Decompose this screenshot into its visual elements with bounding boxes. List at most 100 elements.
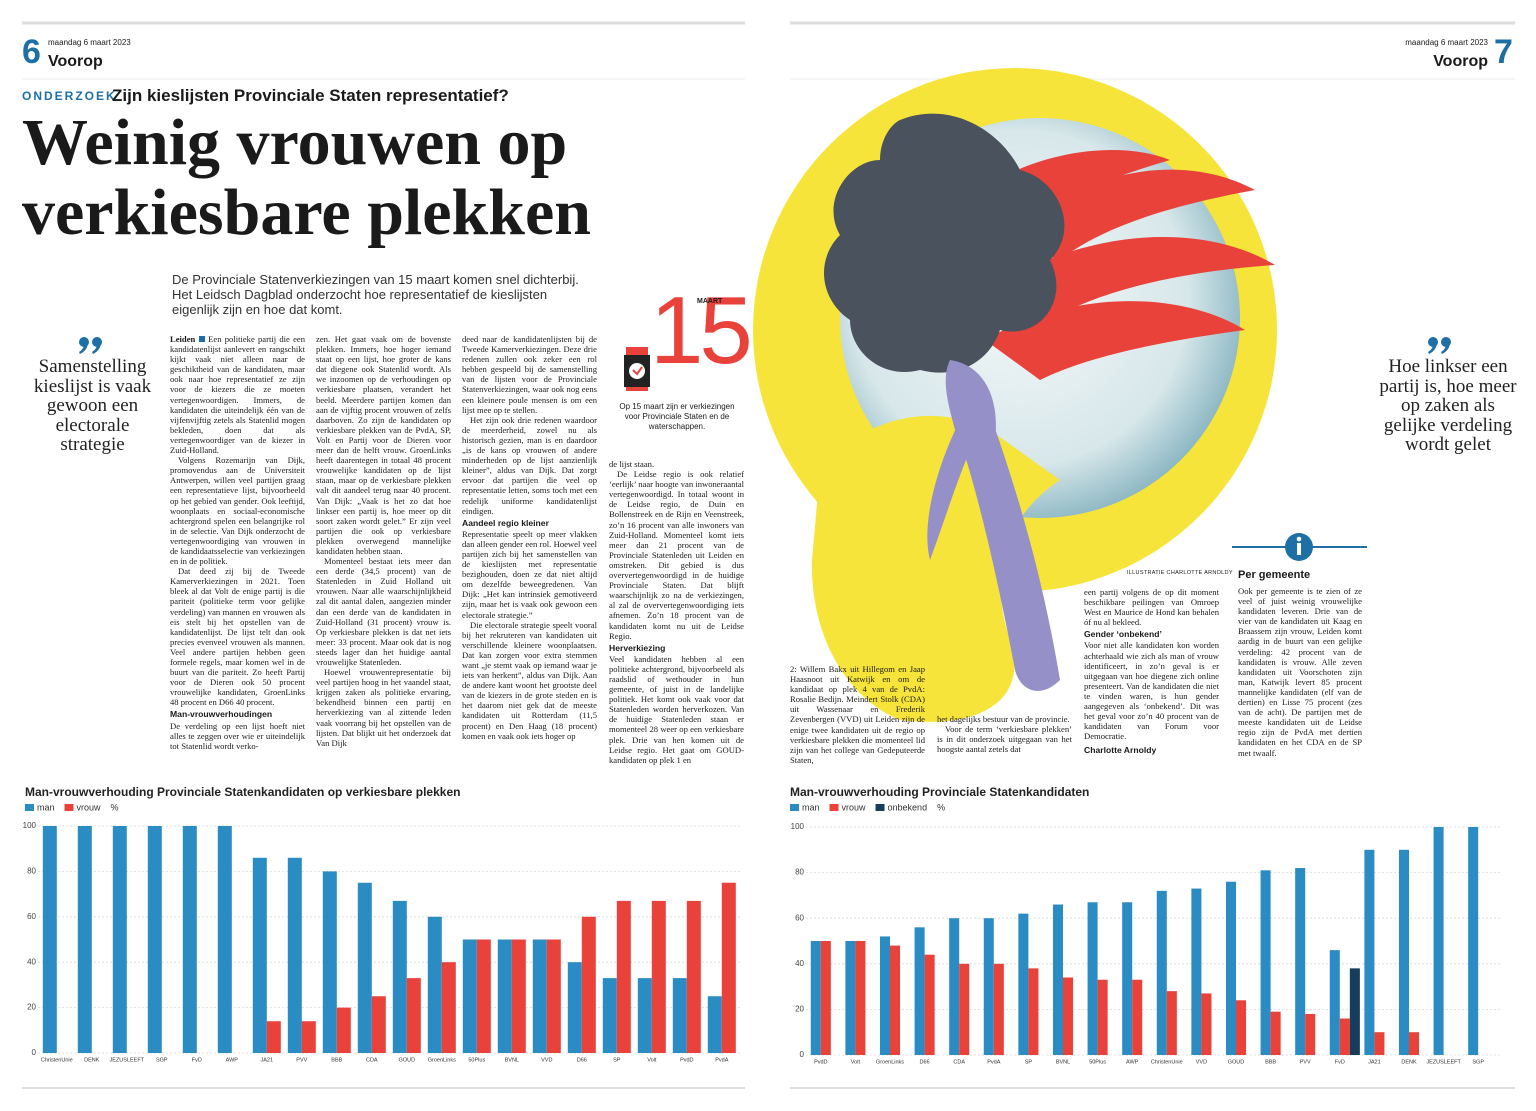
x-tick-label: ChristenUnie — [41, 1057, 73, 1063]
bar — [406, 978, 421, 1053]
paragraph: 2: Willem Bakx uit Hillegom en Jaap Haas… — [790, 664, 925, 765]
pull-quote: Samenstelling kieslijst is vaak gewoon e… — [33, 356, 152, 455]
bar — [820, 941, 831, 1055]
x-tick-label: AWP — [1126, 1059, 1139, 1065]
bar — [266, 1021, 281, 1053]
chart-title: Man-vrouwverhouding Provinciale Statenka… — [25, 785, 460, 799]
text-column: Leiden Een politieke partij die een kand… — [170, 334, 305, 751]
subheading: Man-vrouwverhoudingen — [170, 709, 273, 720]
legend-swatch — [829, 804, 839, 811]
bar — [427, 916, 442, 1053]
paragraph: Dat deed zij bij de Tweede Kamerverkiezi… — [170, 566, 305, 708]
x-tick-label: FvD — [1335, 1059, 1345, 1065]
x-tick-label: BVNL — [505, 1057, 519, 1063]
bar — [147, 826, 162, 1053]
x-tick-label: SP — [1025, 1059, 1033, 1065]
bar — [357, 882, 372, 1053]
y-tick-label: 80 — [795, 868, 804, 877]
bar — [1225, 881, 1237, 1055]
text-column: deed naar de kandidatenlijsten bij de Tw… — [462, 334, 597, 741]
bar — [511, 939, 526, 1053]
info-heading: Per gemeente — [1238, 569, 1311, 581]
dateline-square — [199, 336, 205, 342]
legend-label: vrouw — [842, 802, 867, 812]
bar — [721, 882, 736, 1053]
x-tick-label: ChristenUnie — [1151, 1059, 1183, 1065]
y-tick-label: 80 — [27, 867, 36, 876]
headline: Weinig vrouwen op verkiesbare plekken — [22, 106, 591, 249]
bar — [1087, 902, 1098, 1055]
graphic-caption: Op 15 maart zijn er verkiezingen voor Pr… — [619, 402, 735, 431]
text-column: een partij volgens de op dit moment besc… — [1084, 587, 1219, 757]
x-tick-label: JEZUSLEEFT — [110, 1057, 145, 1063]
bar — [890, 945, 901, 1055]
x-tick-label: CDA — [366, 1057, 378, 1063]
x-tick-label: CDA — [953, 1059, 965, 1065]
x-tick-label: AWP — [226, 1057, 239, 1063]
bar — [637, 978, 652, 1053]
legend-label: man — [37, 802, 55, 812]
y-tick-label: 60 — [795, 913, 804, 922]
bar — [392, 900, 407, 1053]
date: maandag 6 maart 2023 — [48, 38, 131, 47]
author: Charlotte Arnoldy — [1084, 745, 1157, 756]
subheading: Herverkiezing — [609, 642, 666, 653]
x-tick-label: JEZUSLEEFT — [1426, 1059, 1461, 1065]
bar — [1364, 849, 1375, 1055]
bar — [1018, 913, 1029, 1055]
y-tick-label: 20 — [795, 1005, 804, 1014]
bar — [1156, 890, 1167, 1055]
info-icon — [1232, 533, 1367, 561]
kicker: ONDERZOEK — [22, 89, 117, 103]
bar — [1122, 902, 1133, 1055]
bar — [810, 941, 821, 1055]
bar — [441, 962, 456, 1053]
bar — [914, 927, 925, 1055]
bar — [707, 996, 722, 1053]
bar — [1236, 1000, 1247, 1055]
x-tick-label: PvdD — [680, 1057, 693, 1063]
bar — [855, 941, 866, 1055]
bar — [602, 978, 617, 1053]
bar — [371, 996, 386, 1053]
paragraph: De verdeling op een lijst hoeft niet all… — [170, 720, 305, 751]
bar — [949, 918, 960, 1055]
graphic-number: 15 — [650, 277, 753, 384]
page-number: 6 — [22, 33, 41, 71]
x-tick-label: PvdA — [715, 1057, 728, 1063]
bar — [651, 900, 666, 1053]
x-tick-label: SGP — [1472, 1059, 1484, 1065]
paragraph: zen. Het gaat vaak om de bovenste plekke… — [316, 334, 451, 556]
legend-label: onbekend — [888, 802, 928, 812]
y-tick-label: 0 — [32, 1048, 37, 1057]
bar — [924, 954, 935, 1055]
bar — [1349, 968, 1360, 1055]
bar — [993, 963, 1004, 1055]
bar — [1270, 1011, 1281, 1055]
x-tick-label: D66 — [920, 1059, 930, 1065]
bar — [1028, 968, 1039, 1055]
bar — [112, 826, 127, 1053]
x-tick-label: 50Plus — [1089, 1059, 1106, 1065]
unit-label: % — [111, 802, 119, 812]
unit-label: % — [937, 802, 945, 812]
bar — [1398, 849, 1410, 1055]
y-tick-label: 100 — [791, 822, 805, 831]
paragraph-text: Een politieke partij die een kandidatenl… — [170, 334, 305, 456]
paragraph: Ook per gemeente is te zien of ze veel o… — [1238, 586, 1362, 758]
x-tick-label: VVD — [541, 1057, 552, 1063]
bar — [182, 826, 197, 1053]
x-tick-label: Volt — [851, 1059, 861, 1065]
info-text: Ook per gemeente is te zien of ze veel o… — [1238, 586, 1362, 758]
graphic-month: MAART — [697, 298, 723, 305]
subheading: Aandeel regio kleiner — [462, 517, 549, 528]
x-tick-label: GroenLinks — [876, 1059, 904, 1065]
x-tick-label: GOUD — [399, 1057, 416, 1063]
y-tick-label: 40 — [795, 959, 804, 968]
x-tick-label: PVV — [296, 1057, 307, 1063]
bar — [476, 939, 491, 1053]
bar — [1201, 993, 1212, 1055]
intro: De Provinciale Statenverkiezingen van 15… — [172, 272, 579, 317]
paragraph: Het zijn ook drie redenen waardoor de me… — [462, 414, 597, 516]
legend-label: vrouw — [77, 802, 102, 812]
